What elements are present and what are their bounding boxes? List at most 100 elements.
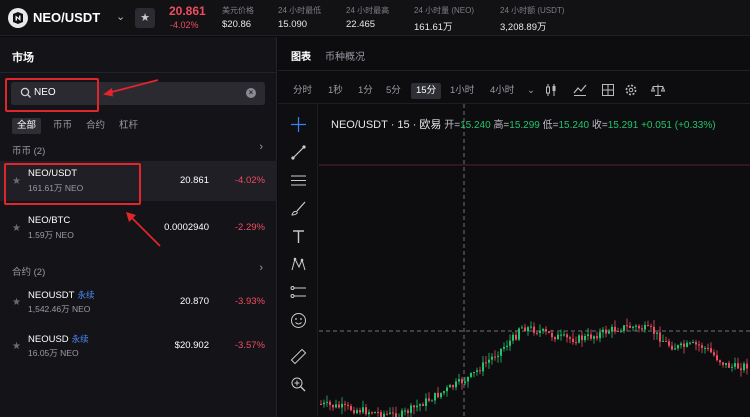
candle-body	[614, 326, 616, 332]
chevron-right-icon[interactable]: ›	[259, 141, 263, 153]
candle-body	[347, 404, 349, 406]
candle-body	[521, 327, 523, 329]
chevron-down-icon[interactable]: ⌄	[116, 11, 126, 23]
market-row-neousd-perp[interactable]: ★ NEOUSD 永续 16.05万 NEO $20.902 -3.57%	[0, 326, 277, 366]
timeframe-1h[interactable]: 1小时	[450, 85, 475, 96]
timeframe-15m[interactable]: 15分	[411, 83, 442, 99]
candle-body	[509, 340, 511, 346]
candle-type-icon[interactable]	[544, 83, 558, 97]
candle-body	[728, 362, 730, 368]
candle-body	[701, 345, 703, 348]
indicators-icon[interactable]	[573, 83, 587, 97]
market-row-neo-usdt[interactable]: ★ NEO/USDT 161.61万 NEO 20.861 -4.02%	[0, 161, 277, 201]
candle-body	[668, 341, 670, 346]
candle-body	[581, 335, 583, 341]
favorite-star-icon[interactable]: ★	[12, 341, 21, 352]
zoom-in-icon[interactable]	[290, 376, 307, 393]
contract-section-header[interactable]: 合约 (2)	[12, 267, 46, 278]
layout-icon[interactable]	[601, 83, 615, 97]
chevron-right-icon[interactable]: ›	[259, 262, 263, 274]
emoji-icon[interactable]	[290, 312, 307, 329]
pattern-icon[interactable]	[290, 256, 307, 273]
favorite-star-icon[interactable]: ★	[12, 297, 21, 308]
candle-body	[476, 370, 478, 372]
candle-body	[611, 326, 613, 332]
candle-body	[542, 328, 544, 331]
market-row-neousdt-perp[interactable]: ★ NEOUSDT 永续 1,542.46万 NEO 20.870 -3.93%	[0, 282, 277, 322]
candle-body	[503, 346, 505, 349]
favorite-star-icon[interactable]: ★	[135, 8, 155, 28]
candle-body	[458, 379, 460, 382]
spot-section-header[interactable]: 币币 (2)	[12, 146, 46, 157]
candle-body	[404, 410, 406, 412]
trend-line-icon[interactable]	[290, 144, 307, 161]
candle-body	[515, 334, 517, 340]
candle-body	[491, 356, 493, 360]
candle-body	[470, 372, 472, 377]
candle-body	[596, 336, 598, 339]
highlight-annotation	[5, 78, 99, 112]
filter-all[interactable]: 全部	[12, 118, 42, 134]
neo-logo-icon	[8, 8, 28, 28]
candle-body	[623, 325, 625, 331]
candle-body	[494, 356, 496, 358]
candle-body	[656, 332, 658, 334]
candle-body	[644, 324, 646, 330]
candle-body	[635, 325, 637, 327]
timeframe-more-chevron-icon[interactable]: ⌄	[527, 85, 535, 96]
candle-body	[359, 410, 361, 413]
market-search[interactable]: NEO ×	[11, 82, 265, 105]
low-value: 15.240	[558, 120, 590, 131]
candle-body	[590, 334, 592, 339]
search-input[interactable]: NEO	[34, 87, 56, 98]
settings-gear-icon[interactable]	[624, 83, 638, 97]
candle-body	[638, 325, 640, 329]
candle-body	[524, 327, 526, 332]
row-price: 20.870	[179, 296, 209, 307]
favorite-star-icon[interactable]: ★	[12, 176, 21, 187]
candle-body	[626, 325, 628, 327]
candle-body	[653, 326, 655, 334]
brush-icon[interactable]	[290, 200, 307, 217]
timeframe-1m[interactable]: 1分	[358, 85, 373, 96]
crosshair-icon[interactable]	[290, 116, 307, 133]
ruler-icon[interactable]	[290, 348, 307, 365]
low-label: 低=	[542, 120, 559, 131]
filter-contract[interactable]: 合约	[86, 120, 106, 131]
pair-selector[interactable]: NEO/USDT	[33, 10, 101, 25]
candle-body	[428, 398, 430, 401]
filter-margin[interactable]: 杠杆	[119, 120, 139, 131]
perpetual-tag: 永续	[77, 290, 95, 300]
tab-chart[interactable]: 图表	[291, 52, 311, 63]
horizontal-lines-icon[interactable]	[290, 172, 307, 189]
candle-body	[485, 362, 487, 364]
timeframe-4h[interactable]: 4小时	[490, 85, 515, 96]
text-tool-icon[interactable]	[290, 228, 307, 245]
market-row-neo-btc[interactable]: ★ NEO/BTC 1.59万 NEO 0.0002940 -2.29%	[0, 208, 277, 248]
clear-icon[interactable]: ×	[246, 88, 256, 98]
timeframe-time[interactable]: 分时	[293, 85, 313, 96]
candle-body	[518, 328, 520, 340]
candle-body	[692, 342, 694, 344]
tab-coin-overview[interactable]: 币种概况	[325, 52, 365, 63]
candle-body	[536, 332, 538, 334]
candle-body	[446, 387, 448, 392]
candle-body	[380, 412, 382, 417]
balance-scale-icon[interactable]	[651, 83, 665, 97]
ticker-header: NEO/USDT ⌄ ★ 20.861 -4.02% 美元价格 $20.86 2…	[0, 0, 750, 36]
filter-spot[interactable]: 币币	[53, 120, 73, 131]
candle-body	[341, 403, 343, 408]
timeframe-5m[interactable]: 5分	[386, 85, 401, 96]
measure-lines-icon[interactable]	[290, 284, 307, 301]
candle-body	[560, 334, 562, 336]
candlestick-chart[interactable]	[319, 104, 750, 417]
candle-body	[455, 381, 457, 388]
candle-body	[662, 340, 664, 342]
candle-body	[659, 332, 661, 342]
candle-body	[698, 344, 700, 346]
candle-body	[578, 335, 580, 343]
candle-body	[737, 363, 739, 369]
candle-body	[602, 329, 604, 333]
favorite-star-icon[interactable]: ★	[12, 223, 21, 234]
timeframe-1s[interactable]: 1秒	[328, 85, 343, 96]
